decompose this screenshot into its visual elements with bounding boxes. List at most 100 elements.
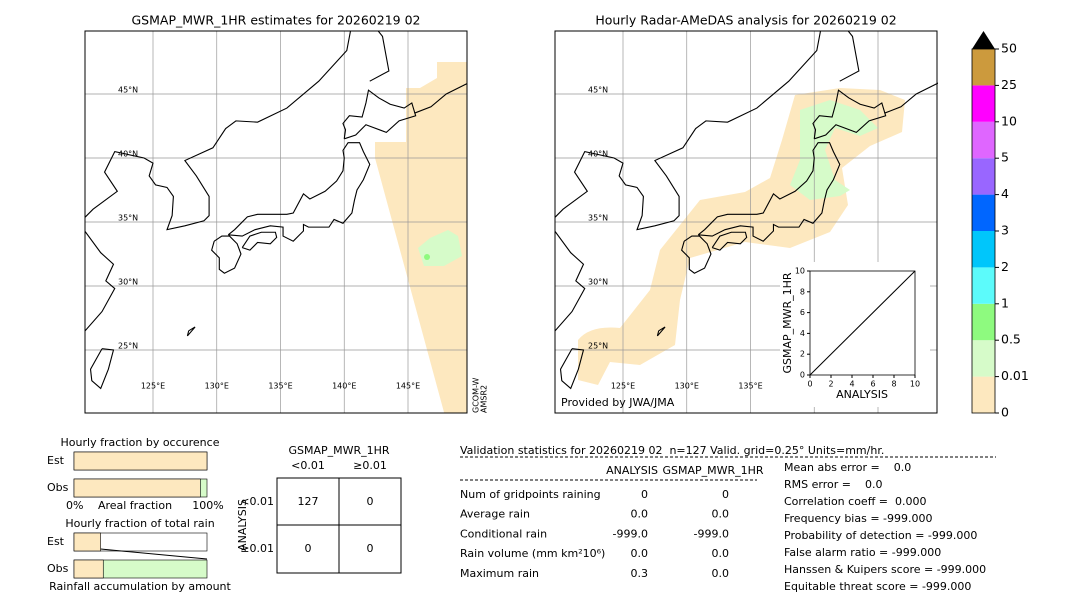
- colorbar-segment: [972, 267, 995, 304]
- x-tick-label: 4: [849, 380, 854, 389]
- coastline: [711, 231, 748, 251]
- col-label: ≥0.01: [353, 459, 387, 472]
- rain-area: [375, 62, 467, 413]
- stats-value: 0: [722, 488, 729, 501]
- row-label: Est: [47, 454, 65, 467]
- y-tick-label: 10: [795, 267, 805, 276]
- stats-label: Num of gridpoints raining: [460, 488, 601, 501]
- row-label: Est: [47, 535, 65, 548]
- coastline: [812, 89, 887, 140]
- stats-value: 0.0: [631, 508, 649, 521]
- panel-title: Hourly fraction of total rain: [65, 517, 214, 530]
- coastline: [241, 231, 278, 251]
- lat-label: 35°N: [118, 214, 138, 223]
- lat-label: 45°N: [588, 86, 608, 95]
- colorbar-extend: [972, 31, 995, 49]
- colorbar-label: 5: [1001, 150, 1009, 165]
- lon-label: 135°E: [268, 382, 292, 391]
- y-axis-label: GSMAP_MWR_1HR: [781, 272, 794, 373]
- lat-label: 25°N: [588, 342, 608, 351]
- stats-label: Average rain: [460, 508, 530, 521]
- x-tick-label: 0: [807, 380, 812, 389]
- map-title: Hourly Radar-AMeDAS analysis for 2026021…: [595, 13, 896, 28]
- coastline: [89, 348, 115, 390]
- x-tick-label: 10: [910, 380, 920, 389]
- stats-value: 0.0: [631, 547, 649, 560]
- stats-title: Validation statistics for 20260219 02 n=…: [460, 444, 884, 457]
- stats-value: 0.3: [631, 567, 649, 580]
- coastline: [342, 89, 417, 140]
- score: Probability of detection = -999.000: [784, 529, 977, 542]
- lon-label: 140°E: [332, 382, 356, 391]
- lon-label: 130°E: [205, 382, 229, 391]
- lon-label: 125°E: [611, 382, 635, 391]
- x-tick-label: 8: [891, 380, 896, 389]
- colorbar-label: 4: [1001, 186, 1009, 201]
- map-title: GSMAP_MWR_1HR estimates for 20260219 02: [132, 13, 421, 28]
- x-tick-label: 2: [828, 380, 833, 389]
- map-frame: [84, 30, 468, 414]
- panel-title: Hourly fraction by occurence: [61, 436, 220, 449]
- colorbar-segment: [972, 376, 995, 413]
- lat-label: 40°N: [588, 150, 608, 159]
- y-tick-label: 8: [800, 287, 805, 296]
- satellite-label: AMSR2: [480, 385, 489, 413]
- colorbar-segment: [972, 194, 995, 231]
- score: Hanssen & Kuipers score = -999.000: [784, 563, 986, 576]
- stats-value: -999.0: [613, 527, 648, 540]
- row-label: Obs: [47, 481, 69, 494]
- stats-value: 0: [641, 488, 648, 501]
- colorbar-label: 3: [1001, 223, 1009, 238]
- coastline: [884, 82, 938, 114]
- axis-label: 0%: [66, 499, 83, 512]
- stats-label: Conditional rain: [460, 527, 547, 540]
- map-body: [85, 31, 467, 413]
- colorbar-label: 2: [1001, 259, 1009, 274]
- bar: [73, 559, 104, 579]
- coastline: [681, 235, 712, 274]
- lat-label: 35°N: [588, 214, 608, 223]
- stats-value: 0.0: [712, 547, 730, 560]
- coastline: [697, 142, 841, 242]
- bar: [73, 451, 208, 471]
- colorbar-segment: [972, 158, 995, 195]
- rain-area: [424, 254, 430, 260]
- map-body: [555, 31, 938, 413]
- inset-frame: [809, 270, 916, 376]
- row-label: Obs: [47, 562, 69, 575]
- rain-area: [790, 100, 878, 200]
- colorbar-label: 10: [1001, 113, 1017, 128]
- stats-label: Maximum rain: [460, 567, 539, 580]
- x-tick-label: 6: [870, 380, 875, 389]
- inset-background: [780, 262, 930, 407]
- table-cell: 0: [367, 542, 374, 555]
- colorbar-segment: [972, 340, 995, 377]
- stats-value: 0.0: [712, 508, 730, 521]
- x-axis-label: ANALYSIS: [836, 388, 888, 401]
- col-label: <0.01: [291, 459, 325, 472]
- stats-header: GSMAP_MWR_1HR: [662, 464, 763, 477]
- lon-label: 145°E: [396, 382, 420, 391]
- table-title: GSMAP_MWR_1HR: [288, 444, 389, 457]
- colorbar-label: 1: [1001, 295, 1009, 310]
- table-cell: 127: [298, 495, 319, 508]
- coastline: [227, 142, 371, 242]
- coastline: [839, 31, 860, 82]
- lon-label: 135°E: [738, 382, 762, 391]
- row-label: ≥0.01: [240, 542, 274, 555]
- lat-label: 45°N: [118, 86, 138, 95]
- bar: [73, 532, 101, 552]
- lat-label: 30°N: [588, 278, 608, 287]
- satellite-label: GCOM-W: [472, 377, 481, 413]
- map-frame: [554, 30, 938, 414]
- coastline: [656, 326, 666, 337]
- colorbar-label: 0.01: [1001, 368, 1029, 383]
- score: Equitable threat score = -999.000: [784, 580, 971, 593]
- y-tick-label: 2: [800, 350, 805, 359]
- lat-label: 25°N: [118, 342, 138, 351]
- y-tick-label: 0: [800, 371, 805, 380]
- score: Frequency bias = -999.000: [784, 512, 933, 525]
- axis-label: Areal fraction: [98, 499, 172, 512]
- colorbar-segment: [972, 85, 995, 122]
